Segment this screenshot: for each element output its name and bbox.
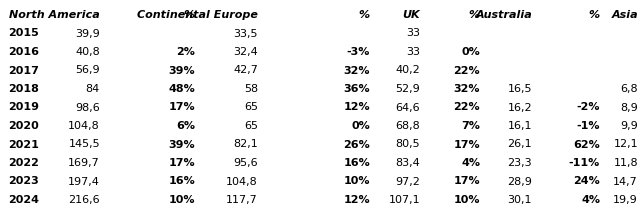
Text: 12,1: 12,1 xyxy=(613,140,638,149)
Text: 16,2: 16,2 xyxy=(508,103,532,112)
Text: 36%: 36% xyxy=(344,84,370,94)
Text: -3%: -3% xyxy=(347,47,370,57)
Text: 30,1: 30,1 xyxy=(508,195,532,205)
Text: 58: 58 xyxy=(244,84,258,94)
Text: 65: 65 xyxy=(244,121,258,131)
Text: Continental Europe: Continental Europe xyxy=(137,10,258,20)
Text: UK: UK xyxy=(403,10,420,20)
Text: 7%: 7% xyxy=(461,121,480,131)
Text: 33: 33 xyxy=(406,47,420,57)
Text: 9,9: 9,9 xyxy=(620,121,638,131)
Text: 32,4: 32,4 xyxy=(233,47,258,57)
Text: 11,8: 11,8 xyxy=(613,158,638,168)
Text: 17%: 17% xyxy=(168,158,195,168)
Text: 12%: 12% xyxy=(344,103,370,112)
Text: 17%: 17% xyxy=(453,177,480,186)
Text: 197,4: 197,4 xyxy=(68,177,100,186)
Text: 14,7: 14,7 xyxy=(613,177,638,186)
Text: 2018: 2018 xyxy=(8,84,39,94)
Text: 33: 33 xyxy=(406,29,420,38)
Text: 80,5: 80,5 xyxy=(396,140,420,149)
Text: 52,9: 52,9 xyxy=(396,84,420,94)
Text: 12%: 12% xyxy=(344,195,370,205)
Text: 2024: 2024 xyxy=(8,195,39,205)
Text: 17%: 17% xyxy=(453,140,480,149)
Text: 117,7: 117,7 xyxy=(227,195,258,205)
Text: 22%: 22% xyxy=(453,66,480,75)
Text: 6%: 6% xyxy=(176,121,195,131)
Text: 39%: 39% xyxy=(168,66,195,75)
Text: 6,8: 6,8 xyxy=(620,84,638,94)
Text: 32%: 32% xyxy=(454,84,480,94)
Text: 16%: 16% xyxy=(343,158,370,168)
Text: -1%: -1% xyxy=(577,121,600,131)
Text: 4%: 4% xyxy=(461,158,480,168)
Text: 28,9: 28,9 xyxy=(507,177,532,186)
Text: 104,8: 104,8 xyxy=(227,177,258,186)
Text: %: % xyxy=(359,10,370,20)
Text: 26%: 26% xyxy=(343,140,370,149)
Text: 16%: 16% xyxy=(168,177,195,186)
Text: 95,6: 95,6 xyxy=(234,158,258,168)
Text: 169,7: 169,7 xyxy=(68,158,100,168)
Text: 22%: 22% xyxy=(453,103,480,112)
Text: 82,1: 82,1 xyxy=(233,140,258,149)
Text: 64,6: 64,6 xyxy=(396,103,420,112)
Text: 26,1: 26,1 xyxy=(508,140,532,149)
Text: 56,9: 56,9 xyxy=(76,66,100,75)
Text: 216,6: 216,6 xyxy=(68,195,100,205)
Text: Australia: Australia xyxy=(476,10,532,20)
Text: %: % xyxy=(469,10,480,20)
Text: 23,3: 23,3 xyxy=(508,158,532,168)
Text: 104,8: 104,8 xyxy=(68,121,100,131)
Text: 2019: 2019 xyxy=(8,103,39,112)
Text: 98,6: 98,6 xyxy=(76,103,100,112)
Text: 2017: 2017 xyxy=(8,66,39,75)
Text: 32%: 32% xyxy=(344,66,370,75)
Text: %: % xyxy=(184,10,195,20)
Text: 97,2: 97,2 xyxy=(395,177,420,186)
Text: 107,1: 107,1 xyxy=(388,195,420,205)
Text: 40,8: 40,8 xyxy=(76,47,100,57)
Text: North America: North America xyxy=(9,10,100,20)
Text: 84: 84 xyxy=(86,84,100,94)
Text: -2%: -2% xyxy=(577,103,600,112)
Text: 48%: 48% xyxy=(168,84,195,94)
Text: 39,9: 39,9 xyxy=(76,29,100,38)
Text: 17%: 17% xyxy=(168,103,195,112)
Text: 62%: 62% xyxy=(573,140,600,149)
Text: 4%: 4% xyxy=(581,195,600,205)
Text: 19,9: 19,9 xyxy=(613,195,638,205)
Text: 0%: 0% xyxy=(351,121,370,131)
Text: 65: 65 xyxy=(244,103,258,112)
Text: 145,5: 145,5 xyxy=(68,140,100,149)
Text: 2021: 2021 xyxy=(8,140,39,149)
Text: %: % xyxy=(589,10,600,20)
Text: -11%: -11% xyxy=(569,158,600,168)
Text: 2023: 2023 xyxy=(8,177,39,186)
Text: 39%: 39% xyxy=(168,140,195,149)
Text: 16,5: 16,5 xyxy=(508,84,532,94)
Text: 2016: 2016 xyxy=(8,47,39,57)
Text: 2015: 2015 xyxy=(8,29,39,38)
Text: 10%: 10% xyxy=(168,195,195,205)
Text: 42,7: 42,7 xyxy=(233,66,258,75)
Text: 2020: 2020 xyxy=(8,121,39,131)
Text: 8,9: 8,9 xyxy=(620,103,638,112)
Text: 2%: 2% xyxy=(176,47,195,57)
Text: 10%: 10% xyxy=(344,177,370,186)
Text: 24%: 24% xyxy=(573,177,600,186)
Text: Asia: Asia xyxy=(611,10,638,20)
Text: 10%: 10% xyxy=(454,195,480,205)
Text: 16,1: 16,1 xyxy=(508,121,532,131)
Text: 40,2: 40,2 xyxy=(396,66,420,75)
Text: 0%: 0% xyxy=(461,47,480,57)
Text: 33,5: 33,5 xyxy=(234,29,258,38)
Text: 2022: 2022 xyxy=(8,158,39,168)
Text: 68,8: 68,8 xyxy=(396,121,420,131)
Text: 83,4: 83,4 xyxy=(396,158,420,168)
